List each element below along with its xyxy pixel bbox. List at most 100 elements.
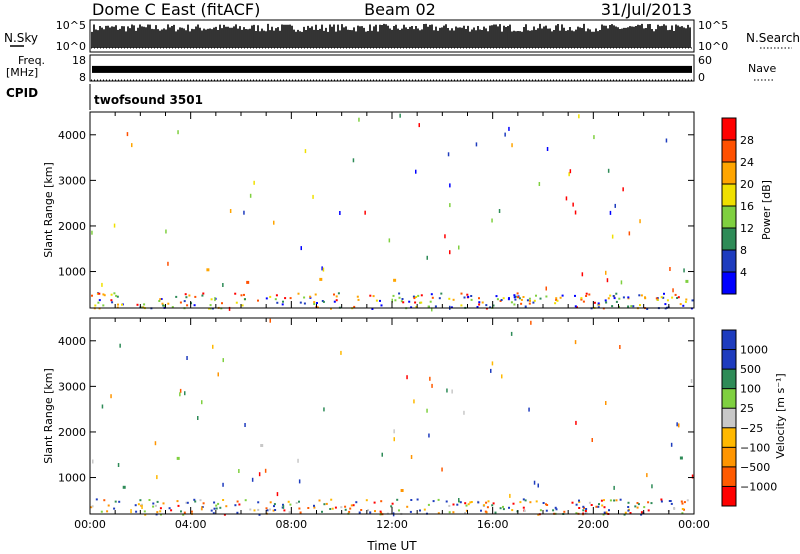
power-echo <box>414 301 417 304</box>
velocity-echo <box>452 503 455 506</box>
power-echo <box>253 180 255 185</box>
power-echo <box>539 297 542 300</box>
power-echo <box>607 168 610 173</box>
power-echo <box>609 294 612 297</box>
power-echo <box>415 169 417 174</box>
velocity-colorbar-tick-label: −100 <box>740 441 770 454</box>
power-echo <box>388 238 391 243</box>
power-echo <box>449 250 451 255</box>
power-echo <box>246 280 250 284</box>
power-echo <box>117 303 119 306</box>
velocity-echo <box>148 499 151 501</box>
power-echo <box>545 286 547 291</box>
velocity-echo <box>686 499 689 502</box>
velocity-echo <box>298 507 301 510</box>
power-echo <box>529 299 531 302</box>
x-tick-label: 00:00 <box>678 518 710 531</box>
velocity-echo <box>465 509 468 512</box>
velocity-echo <box>681 508 684 510</box>
velocity-echo <box>465 504 468 507</box>
velocity-echo <box>676 422 678 427</box>
velocity-echo <box>410 455 413 459</box>
velocity-echo <box>219 506 222 509</box>
freq-unit: [MHz] <box>6 66 38 79</box>
nsky-tick-top: 10^5 <box>56 19 86 32</box>
velocity-echo <box>103 499 106 502</box>
velocity-echo <box>681 502 684 505</box>
x-axis-label: Time UT <box>366 539 417 553</box>
power-echo <box>221 302 223 305</box>
power-echo <box>674 293 677 296</box>
power-echo <box>627 305 630 308</box>
velocity-echo <box>446 388 448 393</box>
velocity-echo <box>535 500 538 503</box>
velocity-echo <box>299 511 302 514</box>
velocity-echo <box>400 489 404 492</box>
nave-tick-top: 60 <box>698 54 712 67</box>
velocity-echo <box>176 500 179 503</box>
power-echo <box>202 292 205 295</box>
power-echo <box>399 113 401 118</box>
power-echo <box>556 299 559 302</box>
velocity-echo <box>100 510 103 513</box>
velocity-echo <box>154 441 157 446</box>
velocity-echo <box>101 404 104 409</box>
freq-tick-bottom: 8 <box>79 71 86 84</box>
velocity-echo <box>179 388 182 393</box>
velocity-echo <box>274 509 277 511</box>
velocity-echo <box>212 344 214 349</box>
velocity-echo <box>391 502 394 505</box>
velocity-echo <box>330 498 333 501</box>
velocity-colorbar-tick-label: 100 <box>740 383 761 396</box>
velocity-echo <box>215 507 218 510</box>
power-echo <box>98 299 101 302</box>
power-echo <box>613 297 616 300</box>
velocity-echo <box>344 505 347 508</box>
velocity-echo <box>295 502 298 504</box>
velocity-colorbar-swatch <box>722 369 736 389</box>
power-echo <box>470 298 473 301</box>
freq-frame <box>89 54 695 82</box>
velocity-echo <box>678 423 680 428</box>
velocity-echo <box>365 499 368 502</box>
velocity-echo <box>480 509 482 512</box>
velocity-echo <box>609 499 612 502</box>
power-echo <box>513 296 516 299</box>
velocity-echo <box>217 502 220 505</box>
power-echo <box>478 303 481 306</box>
velocity-echo <box>323 503 326 506</box>
power-echo <box>498 209 501 213</box>
freq-label: Freq. <box>18 54 45 67</box>
power-echo <box>460 292 463 295</box>
power-echo <box>167 302 170 305</box>
power-echo <box>371 308 374 310</box>
velocity-echo <box>269 318 271 323</box>
velocity-echo <box>458 498 460 502</box>
power-echo <box>444 234 446 239</box>
power-echo <box>555 297 558 300</box>
y-tick-label: 3000 <box>58 380 86 393</box>
power-echo <box>313 303 316 305</box>
power-echo <box>101 282 103 287</box>
power-echo <box>520 298 523 301</box>
velocity-echo <box>464 502 467 505</box>
date-title: 31/Jul/2013 <box>601 0 692 19</box>
power-echo <box>209 304 212 307</box>
velocity-echo <box>470 501 473 503</box>
y-tick-label: 1000 <box>58 266 86 279</box>
freq-series <box>92 65 692 73</box>
power-echo <box>372 295 375 298</box>
velocity-echo <box>212 512 215 515</box>
power-echo <box>379 299 381 302</box>
power-echo <box>136 303 139 306</box>
power-echo <box>419 301 422 304</box>
velocity-echo <box>406 505 409 508</box>
velocity-echo <box>477 501 480 504</box>
velocity-echo <box>194 500 197 503</box>
power-echo <box>691 299 694 302</box>
power-echo <box>478 297 480 300</box>
velocity-echo <box>452 511 455 514</box>
velocity-echo <box>381 452 383 457</box>
power-echo <box>274 298 277 301</box>
velocity-echo <box>190 510 193 513</box>
